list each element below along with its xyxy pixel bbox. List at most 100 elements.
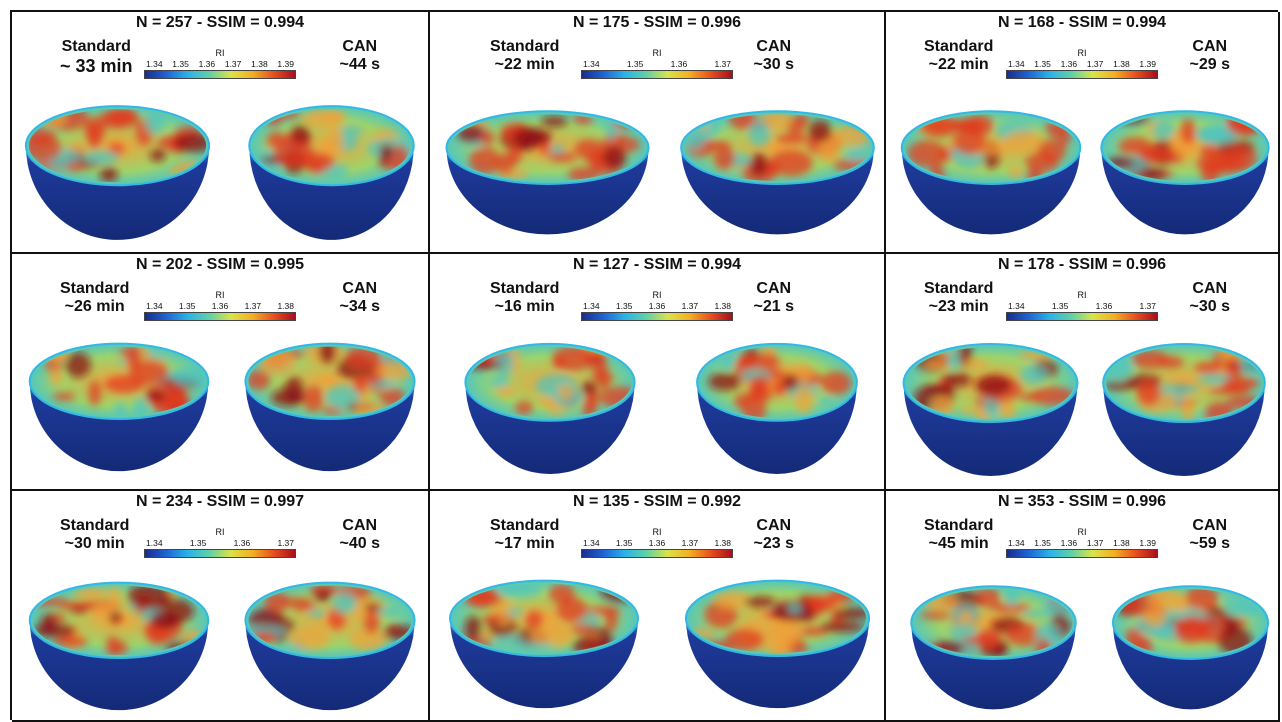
colorbar-label: RI (652, 290, 662, 300)
can-label: CAN ~34 s (339, 280, 380, 316)
can-label: CAN ~30 s (1189, 280, 1230, 316)
colorbar-label: RI (1077, 290, 1087, 300)
standard-reconstruction (900, 110, 1082, 235)
colorbar-gradient (1006, 549, 1158, 558)
colorbar: RI 1.34 1.35 1.36 1.37 1.38 (581, 527, 733, 558)
panel-title: N = 168 - SSIM = 0.994 (997, 14, 1167, 31)
colorbar-tick: 1.36 (648, 301, 666, 311)
can-label: CAN ~30 s (753, 38, 794, 74)
colorbar-tick: 1.36 (1060, 59, 1078, 69)
can-reconstruction (244, 342, 416, 472)
colorbar-tick: 1.37 (714, 59, 731, 69)
colorbar-tick: 1.38 (1113, 59, 1130, 69)
colorbar-tick: 1.34 (583, 538, 600, 548)
colorbar-label: RI (652, 48, 662, 58)
standard-time: ~26 min (64, 298, 125, 316)
can-time: ~34 s (339, 298, 380, 316)
colorbar-ticks: 1.34 1.35 1.36 1.37 1.38 (581, 538, 733, 549)
colorbar-gradient (581, 70, 733, 79)
colorbar-tick: 1.34 (1008, 301, 1025, 311)
colorbar-tick: 1.35 (189, 538, 207, 548)
colorbar-label: RI (215, 48, 225, 58)
standard-label: Standard ~23 min (924, 280, 994, 316)
panel-title: N = 257 - SSIM = 0.994 (135, 14, 305, 31)
colorbar-tick: 1.35 (615, 538, 633, 548)
colorbar-tick: 1.35 (1034, 538, 1051, 548)
colorbar-tick: 1.36 (1095, 301, 1113, 311)
can-time: ~29 s (1189, 56, 1230, 74)
can-label: CAN ~23 s (753, 517, 794, 553)
colorbar-gradient (1006, 312, 1158, 321)
standard-label: Standard ~30 min (60, 517, 130, 553)
ri-texture (248, 585, 412, 655)
panel-title: N = 353 - SSIM = 0.996 (997, 493, 1167, 510)
standard-reconstruction (464, 342, 636, 475)
panel-7: N = 234 - SSIM = 0.997 Standard ~30 min C… (12, 491, 430, 722)
standard-reconstruction (902, 343, 1079, 476)
standard-reconstruction (449, 579, 639, 709)
colorbar-tick: 1.38 (714, 301, 731, 311)
panel-3: N = 168 - SSIM = 0.994 Standard ~22 min C… (886, 12, 1280, 254)
standard-reconstruction (28, 342, 210, 472)
standard-time: ~22 min (928, 56, 989, 74)
can-reconstruction (1100, 110, 1270, 235)
colorbar-tick: 1.34 (583, 59, 600, 69)
can-time: ~40 s (339, 535, 380, 553)
panel-8: N = 135 - SSIM = 0.992 Standard ~17 min C… (430, 491, 886, 722)
colorbar-tick: 1.34 (146, 301, 163, 311)
panel-title: N = 135 - SSIM = 0.992 (572, 493, 742, 510)
colorbar-label: RI (652, 527, 662, 537)
colorbar-tick: 1.36 (211, 301, 229, 311)
standard-label: Standard ~16 min (490, 280, 560, 316)
colorbar-tick: 1.39 (1139, 59, 1156, 69)
panel-title: N = 127 - SSIM = 0.994 (572, 256, 742, 273)
ri-texture (468, 346, 632, 418)
colorbar-tick: 1.34 (583, 301, 600, 311)
colorbar-tick: 1.39 (277, 59, 294, 69)
colorbar-tick: 1.37 (1086, 59, 1104, 69)
colorbar-tick: 1.37 (1139, 301, 1156, 311)
can-time: ~30 s (1189, 298, 1230, 316)
can-time: ~23 s (753, 535, 794, 553)
colorbar-tick: 1.37 (1086, 538, 1104, 548)
colorbar-ticks: 1.34 1.35 1.36 1.37 1.38 1.39 (1006, 538, 1158, 549)
figure-grid: N = 257 - SSIM = 0.994 Standard ~ 33 min … (10, 10, 1280, 722)
colorbar-ticks: 1.34 1.35 1.36 1.37 1.38 1.39 (1006, 59, 1158, 70)
panel-6: N = 178 - SSIM = 0.996 Standard ~23 min C… (886, 254, 1280, 491)
colorbar-tick: 1.34 (146, 59, 163, 69)
standard-label: Standard ~22 min (924, 38, 994, 74)
standard-label: Standard ~45 min (924, 517, 994, 553)
colorbar-ticks: 1.34 1.35 1.36 1.37 1.38 (144, 301, 296, 312)
colorbar-gradient (144, 70, 296, 79)
colorbar-tick: 1.34 (1008, 538, 1025, 548)
colorbar: RI 1.34 1.35 1.36 1.37 1.38 (581, 290, 733, 321)
colorbar-tick: 1.37 (224, 59, 242, 69)
colorbar-tick: 1.38 (277, 301, 294, 311)
colorbar: RI 1.34 1.35 1.36 1.37 (144, 527, 296, 558)
standard-time: ~30 min (64, 535, 125, 553)
ri-texture (1115, 589, 1263, 656)
can-label: CAN ~44 s (339, 38, 380, 74)
colorbar-tick: 1.36 (198, 59, 216, 69)
colorbar-tick: 1.38 (714, 538, 731, 548)
standard-time: ~ 33 min (60, 56, 133, 77)
can-time: ~44 s (339, 56, 380, 74)
standard-time: ~17 min (494, 535, 555, 553)
colorbar-tick: 1.34 (146, 538, 163, 548)
panel-title: N = 234 - SSIM = 0.997 (135, 493, 305, 510)
panel-title: N = 202 - SSIM = 0.995 (135, 256, 305, 273)
colorbar-tick: 1.36 (1060, 538, 1078, 548)
colorbar-tick: 1.36 (670, 59, 688, 69)
ri-texture (32, 585, 206, 655)
colorbar-label: RI (1077, 527, 1087, 537)
can-label: CAN ~21 s (753, 280, 794, 316)
colorbar-tick: 1.37 (681, 538, 699, 548)
colorbar-tick: 1.34 (1008, 59, 1025, 69)
standard-time: ~45 min (928, 535, 989, 553)
can-reconstruction (1102, 343, 1266, 476)
colorbar-ticks: 1.34 1.35 1.36 1.37 (144, 538, 296, 549)
can-reconstruction (680, 110, 875, 235)
colorbar-gradient (581, 312, 733, 321)
can-label: CAN ~40 s (339, 517, 380, 553)
colorbar-ticks: 1.34 1.35 1.36 1.37 1.38 (581, 301, 733, 312)
